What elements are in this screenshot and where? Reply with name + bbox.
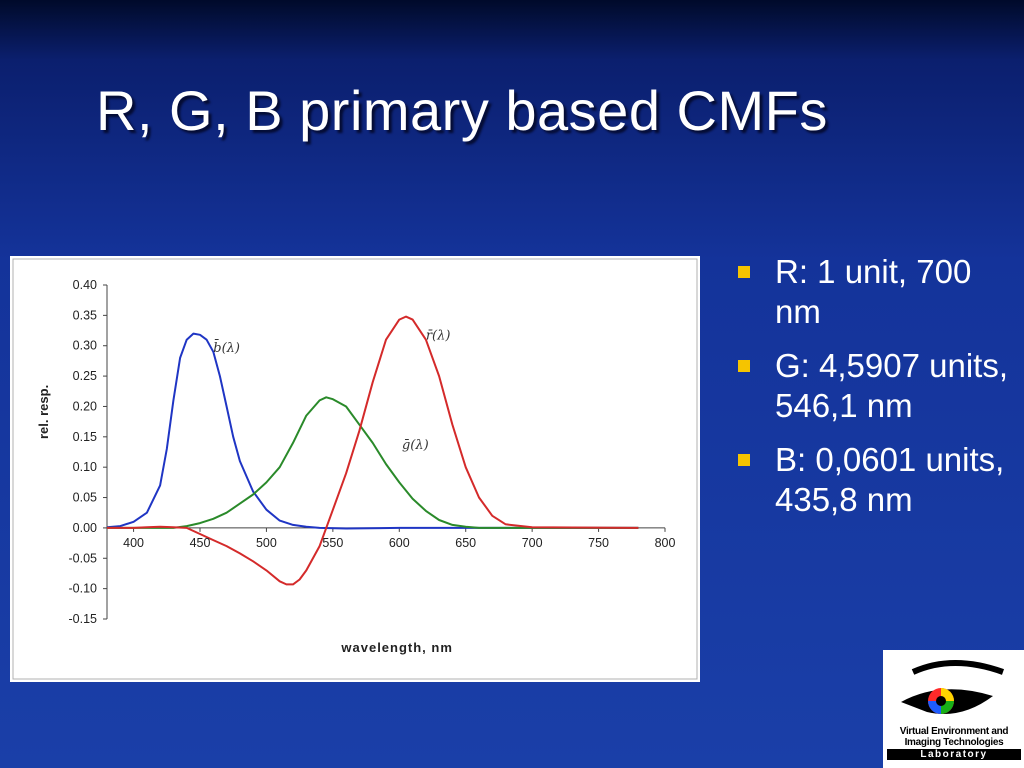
y-tick-label: 0.00 xyxy=(73,521,97,535)
y-tick-label: 0.20 xyxy=(73,399,97,413)
y-tick-label: 0.30 xyxy=(73,339,97,353)
y-tick-label: 0.05 xyxy=(73,491,97,505)
curve-annotation-2: r̄(λ) xyxy=(426,329,451,344)
bullet-square-icon xyxy=(738,266,750,278)
series-line-2 xyxy=(107,315,639,586)
x-tick-label: 400 xyxy=(123,536,144,550)
series-line-1 xyxy=(107,396,639,529)
chart-border xyxy=(12,258,698,680)
x-tick-label: 800 xyxy=(655,536,676,550)
bullet-text: B: 0,0601 units, 435,8 nm xyxy=(775,441,1005,518)
chart-panel: 0.40 0.35 0.30 0.25 0.20 0.15 0.10 0.05 0.00 -0.0… xyxy=(10,256,700,682)
series-line-0 xyxy=(106,332,639,530)
lab-logo: Virtual Environment and Imaging Technolo… xyxy=(883,650,1024,768)
curve-annotation-1: ḡ(λ) xyxy=(402,438,429,453)
logo-line-2: Imaging Technologies xyxy=(904,737,1004,748)
x-tick-label: 500 xyxy=(256,536,277,550)
bullet-text: G: 4,5907 units, 546,1 nm xyxy=(775,347,1008,424)
x-tick-label: 550 xyxy=(322,536,343,550)
x-tick-label: 450 xyxy=(190,536,211,550)
logo-caption: Virtual Environment and Imaging Technolo… xyxy=(887,726,1021,760)
x-tick-label: 750 xyxy=(588,536,609,550)
logo-line-1: Virtual Environment and xyxy=(899,726,1009,737)
y-tick-label: 0.35 xyxy=(73,308,97,322)
y-tick-label: 0.15 xyxy=(73,430,97,444)
bullet-text: R: 1 unit, 700 nm xyxy=(775,253,972,330)
y-tick-label: -0.05 xyxy=(69,551,98,565)
cmf-chart: 0.40 0.35 0.30 0.25 0.20 0.15 0.10 0.05 0.00 -0.0… xyxy=(12,258,698,680)
x-tick-label: 600 xyxy=(389,536,410,550)
bullet-list: R: 1 unit, 700 nm G: 4,5907 units, 546,1… xyxy=(738,252,1018,534)
bullet-item-r: R: 1 unit, 700 nm xyxy=(738,252,1018,332)
curve-annotation-0: b̄(λ) xyxy=(213,339,240,356)
x-tick-label: 700 xyxy=(522,536,543,550)
x-tick-label: 650 xyxy=(455,536,476,550)
logo-line-3: Laboratory xyxy=(887,749,1021,760)
bullet-item-b: B: 0,0601 units, 435,8 nm xyxy=(738,440,1018,520)
bullet-item-g: G: 4,5907 units, 546,1 nm xyxy=(738,346,1018,426)
y-tick-label: -0.10 xyxy=(69,582,98,596)
y-tick-label: 0.10 xyxy=(73,460,97,474)
x-axis-label: wavelength, nm xyxy=(340,640,453,655)
y-tick-label: -0.15 xyxy=(69,612,98,626)
slide-title: R, G, B primary based CMFs xyxy=(96,79,828,142)
eye-logo-icon xyxy=(901,660,1005,714)
bullet-square-icon xyxy=(738,454,750,466)
y-axis-label: rel. resp. xyxy=(36,385,51,439)
bullet-square-icon xyxy=(738,360,750,372)
y-tick-label: 0.25 xyxy=(73,369,97,383)
y-tick-label: 0.40 xyxy=(73,278,97,292)
